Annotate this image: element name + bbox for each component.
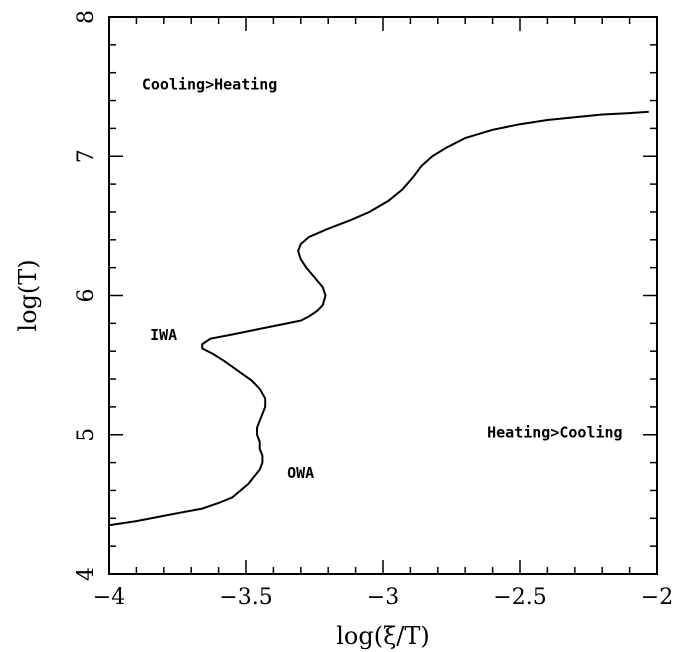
annotation-label: Cooling>Heating (142, 75, 277, 93)
y-tick-label: 7 (74, 149, 99, 163)
y-axis-label: log(T) (14, 259, 42, 331)
tick-labels: −4 −3.5 −3 −2.5 −2 4 5 6 7 8 (74, 10, 673, 610)
y-tick-label: 4 (74, 567, 99, 581)
equilibrium-curve (109, 112, 649, 526)
annotation-label: IWA (150, 326, 177, 344)
plot-frame (109, 17, 657, 574)
axis-ticks (109, 17, 657, 574)
y-tick-label: 8 (74, 10, 99, 24)
x-tick-label: −3 (367, 585, 399, 610)
x-tick-label: −4 (93, 585, 125, 610)
annotation-label: Heating>Cooling (487, 424, 622, 442)
annotations: Cooling>Heating Heating>Cooling IWA OWA (142, 75, 623, 482)
x-axis-label: log(ξ/T) (336, 622, 430, 650)
y-tick-label: 5 (74, 428, 99, 442)
x-tick-label: −3.5 (219, 585, 272, 610)
x-tick-label: −2 (641, 585, 673, 610)
y-tick-label: 6 (74, 289, 99, 303)
x-tick-label: −2.5 (493, 585, 546, 610)
annotation-label: OWA (287, 464, 314, 482)
